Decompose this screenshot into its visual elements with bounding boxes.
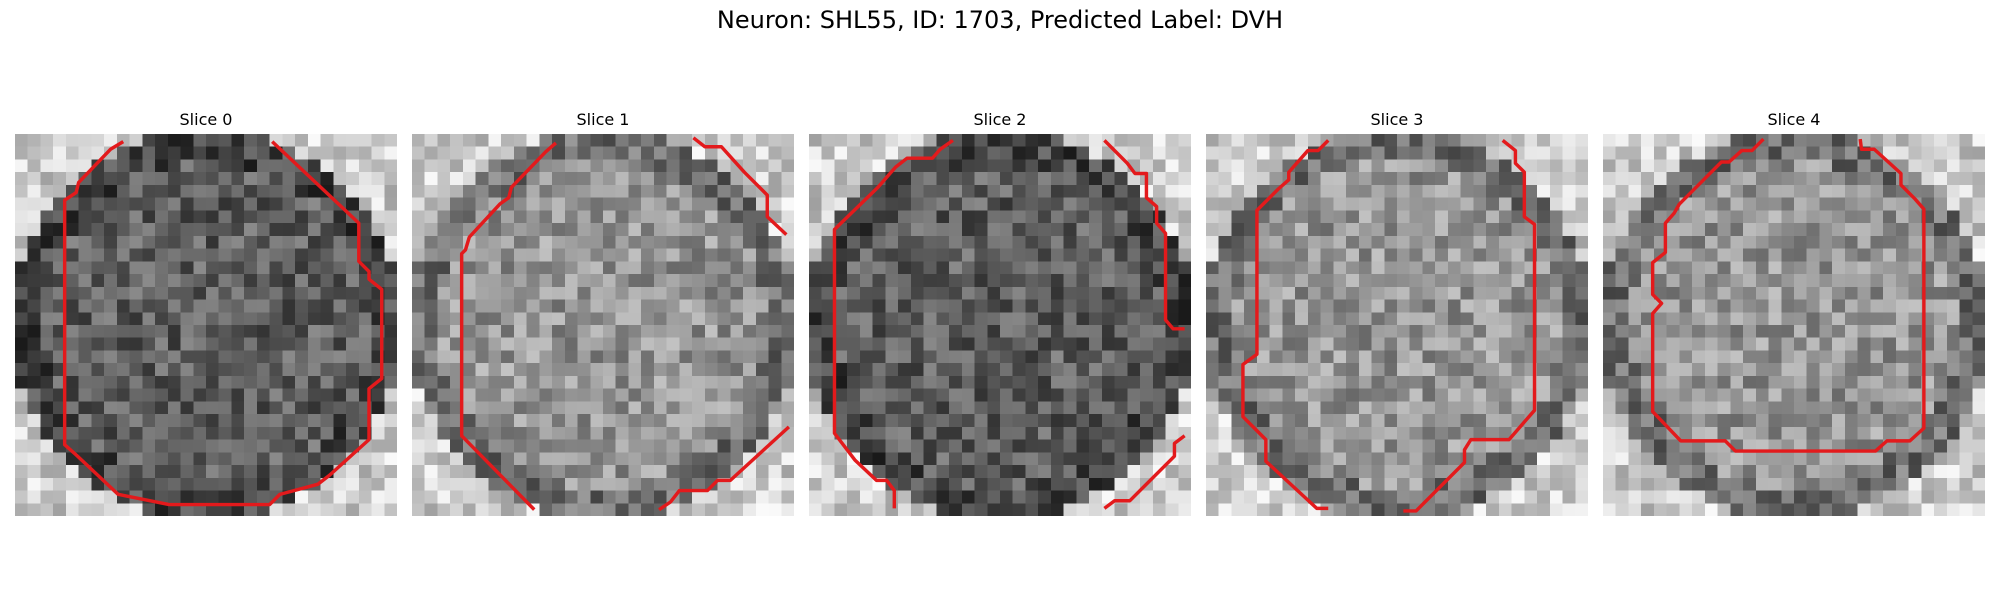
roi-contour <box>658 425 791 512</box>
slice-title: Slice 0 <box>179 110 233 129</box>
roi-contour <box>1241 139 1330 511</box>
slice-title: Slice 3 <box>1370 110 1424 129</box>
slice-image <box>1603 134 1985 516</box>
roi-contour <box>1103 434 1186 510</box>
roi-contour <box>692 136 788 236</box>
roi-contour <box>1650 137 1926 453</box>
roi-contour <box>1403 139 1537 513</box>
roi-contour <box>62 140 384 507</box>
slice-title: Slice 1 <box>576 110 630 129</box>
pixel-grid <box>1603 134 1985 516</box>
slice-title: Slice 2 <box>973 110 1027 129</box>
pixel-grid <box>15 134 397 516</box>
slice-image <box>15 134 397 516</box>
slice-title: Slice 4 <box>1767 110 1821 129</box>
roi-contour <box>459 141 558 511</box>
pixel-grid <box>809 134 1191 516</box>
roi-contour <box>832 138 954 509</box>
slice-image <box>1206 134 1588 516</box>
figure-title: Neuron: SHL55, ID: 1703, Predicted Label… <box>716 6 1284 34</box>
pixel-grid <box>412 134 794 516</box>
slice-image <box>412 134 794 516</box>
slice-image <box>809 134 1191 516</box>
pixel-grid <box>1206 134 1588 516</box>
roi-contour <box>1103 139 1185 331</box>
